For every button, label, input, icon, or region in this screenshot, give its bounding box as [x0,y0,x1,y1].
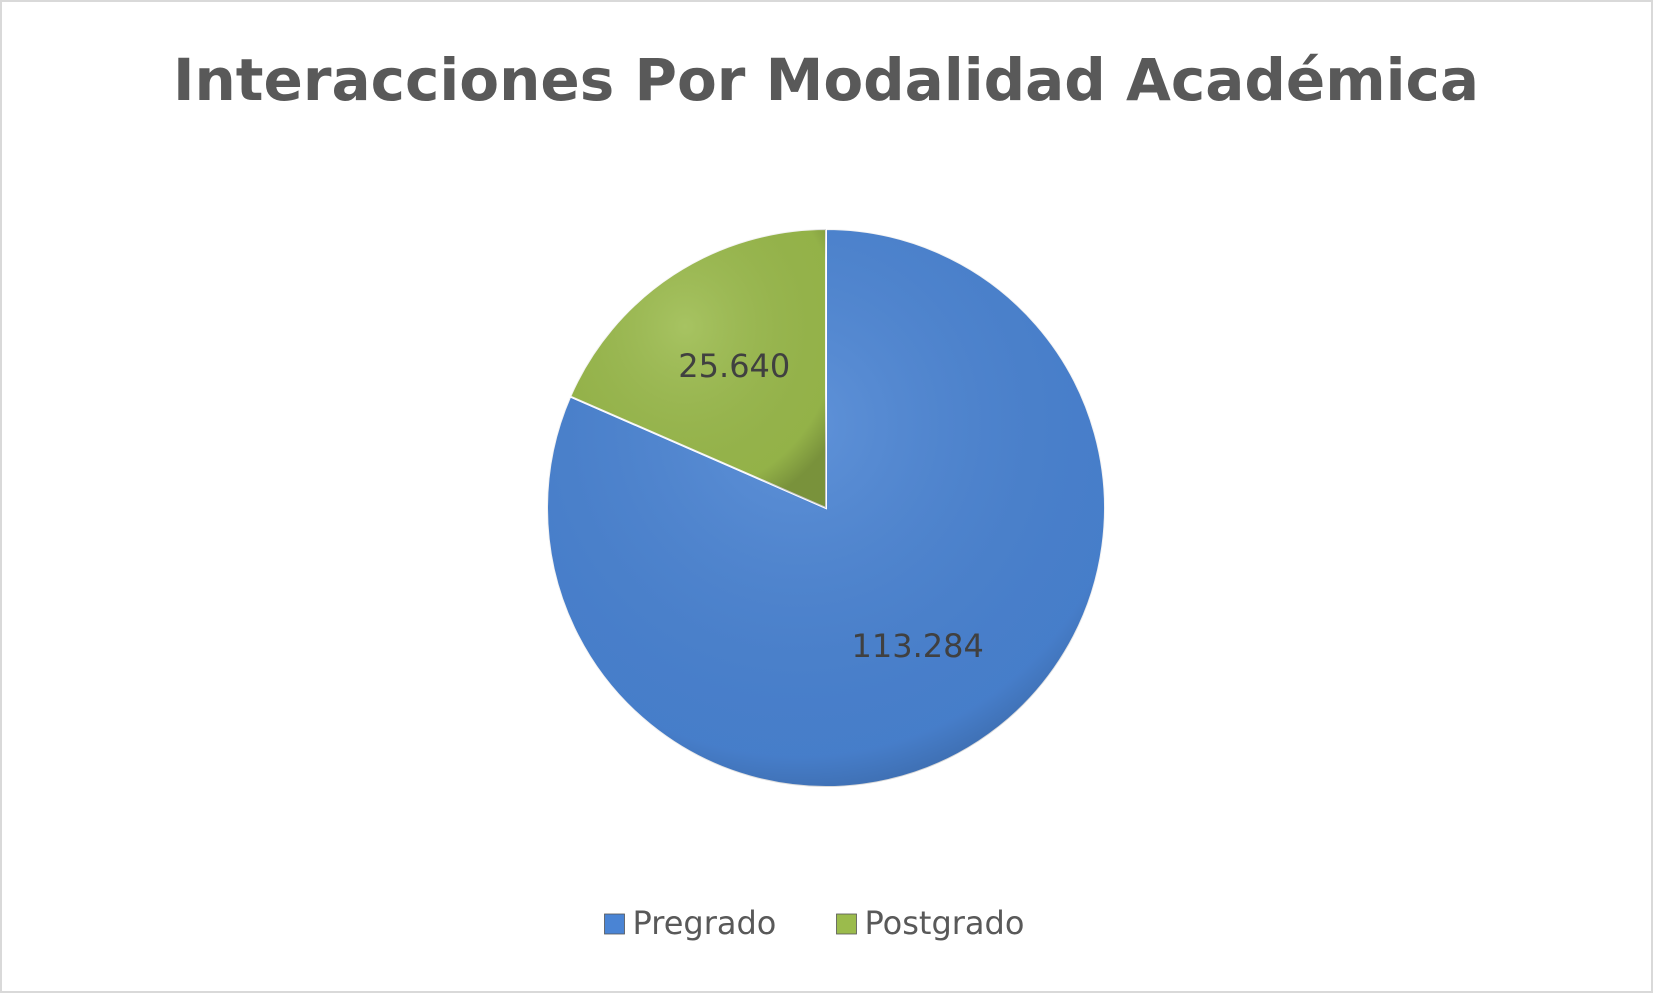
slice-shade [570,228,826,508]
legend: Pregrado Postgrado [604,904,1025,942]
legend-label: Postgrado [865,904,1025,942]
chart-title: Interacciones Por Modalidad Académica [173,46,1479,114]
legend-swatch [836,913,857,935]
legend-swatch [604,913,625,935]
data-label: 25.640 [678,347,790,385]
data-label: 113.284 [852,627,984,665]
legend-label: Pregrado [633,904,777,942]
pie: 113.284 25.640 [546,227,1106,788]
